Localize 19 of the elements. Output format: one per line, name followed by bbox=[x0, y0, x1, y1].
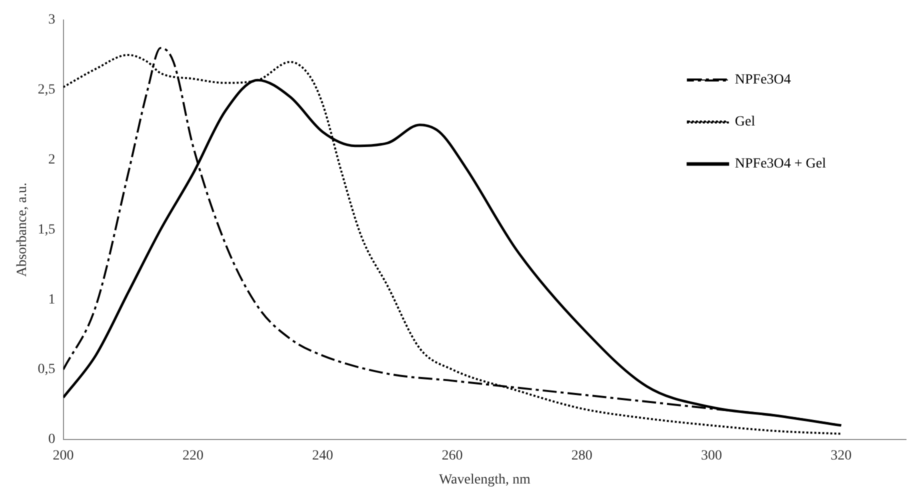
x-tick-label: 220 bbox=[182, 448, 204, 464]
legend-label: NPFe3O4 + Gel bbox=[734, 156, 826, 172]
legend-label: NPFe3O4 bbox=[734, 72, 791, 88]
x-tick-label: 280 bbox=[571, 448, 592, 464]
y-tick-label: 0 bbox=[48, 432, 56, 448]
y-tick-label: 2,5 bbox=[38, 82, 56, 98]
y-tick-label: 0,5 bbox=[38, 362, 56, 378]
x-tick-label: 200 bbox=[52, 448, 74, 464]
x-tick-label: 320 bbox=[830, 448, 852, 464]
x-axis-title: Wavelength, nm bbox=[438, 472, 530, 488]
y-tick-label: 3 bbox=[48, 12, 56, 28]
y-tick-label: 1 bbox=[48, 292, 56, 308]
x-tick-label: 240 bbox=[312, 448, 334, 464]
x-tick-label: 260 bbox=[442, 448, 463, 464]
legend-label: Gel bbox=[734, 114, 756, 130]
x-tick-label: 300 bbox=[701, 448, 722, 464]
y-tick-label: 1,5 bbox=[38, 222, 56, 238]
y-tick-label: 2 bbox=[48, 152, 56, 168]
y-axis-title: Absorbance, a.u. bbox=[15, 182, 30, 277]
